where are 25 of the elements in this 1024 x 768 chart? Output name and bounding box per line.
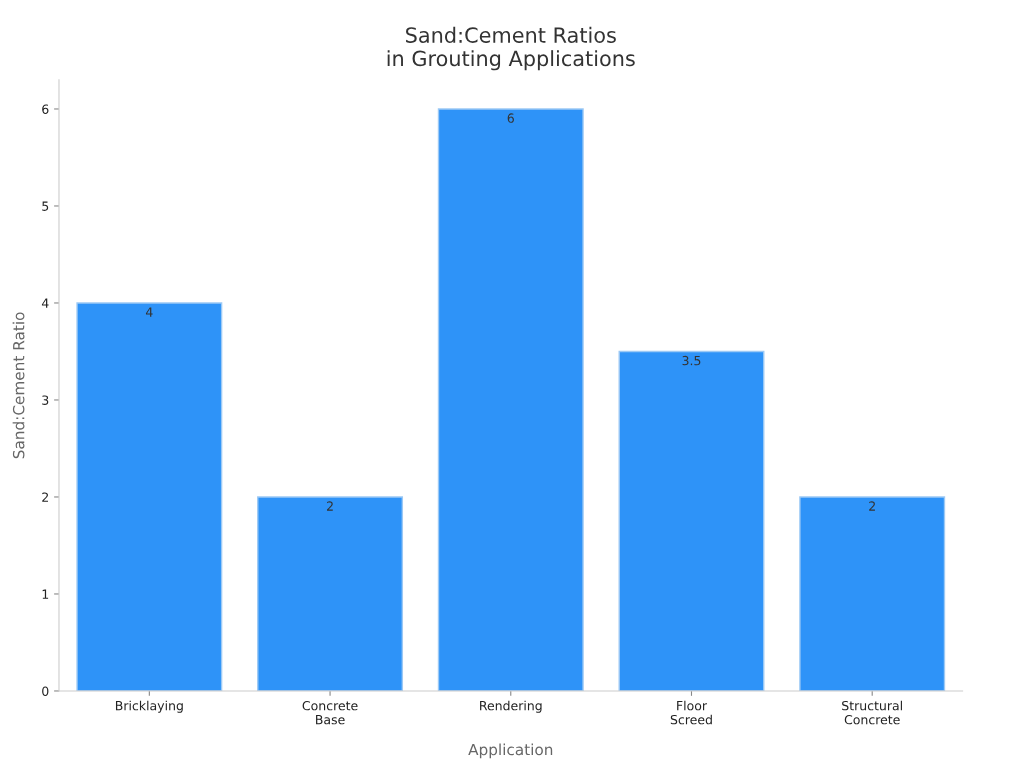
x-tick-label: Concrete Base	[302, 700, 358, 725]
data-label: 4	[145, 307, 153, 317]
y-tick-label: 6	[42, 104, 49, 114]
y-tick-label: 5	[42, 201, 49, 211]
bar	[257, 496, 404, 691]
x-axis-title: Application	[468, 743, 553, 759]
bar	[799, 496, 946, 691]
y-axis-title: Sand:Cement Ratio	[12, 312, 25, 459]
bar	[618, 350, 765, 691]
y-tick-label: 0	[42, 686, 49, 696]
bar	[76, 302, 223, 691]
data-label: 2	[327, 501, 333, 511]
bar	[437, 108, 584, 691]
y-tick-label: 4	[41, 298, 49, 308]
y-tick-label: 1	[42, 589, 49, 599]
chart-title: Sand:Cement Ratios in Grouting Applications	[387, 26, 635, 71]
data-label: 3.5	[682, 355, 701, 366]
y-tick-label: 3	[42, 395, 49, 405]
data-label: 2	[869, 501, 875, 511]
x-tick-label: Rendering	[480, 700, 542, 713]
data-label: 6	[507, 113, 514, 123]
y-tick-label: 2	[42, 492, 49, 502]
x-tick-label: Bricklaying	[115, 700, 183, 713]
x-tick-label: Structural Concrete	[842, 700, 902, 725]
x-tick-label: Floor Screed	[670, 700, 712, 725]
